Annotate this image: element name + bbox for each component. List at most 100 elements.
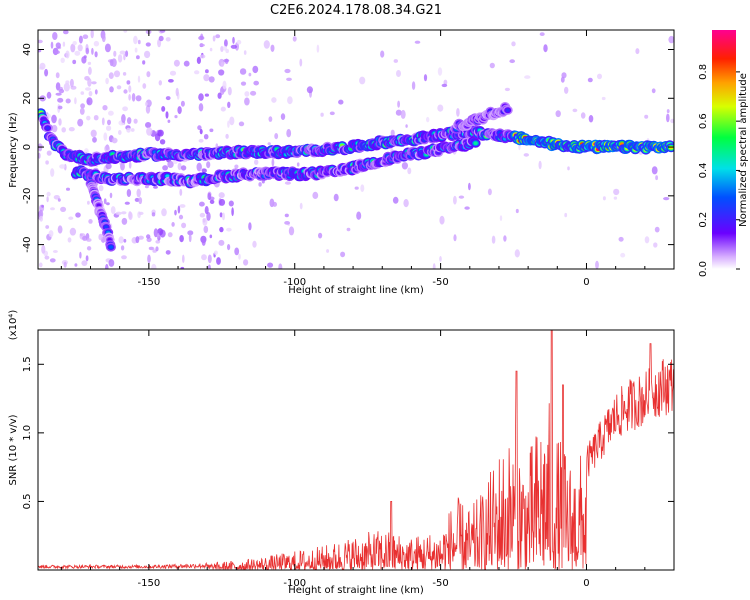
heatmap-noise [222,80,227,90]
heatmap-noise [207,192,212,200]
heatmap-noise [238,253,241,260]
heatmap-noise [203,225,209,234]
heatmap-noise [653,242,658,248]
heatmap-noise [127,117,132,125]
heatmap-noise [38,152,41,159]
snr-scale-label: (x10⁴) [8,310,19,341]
heatmap-noise [651,166,658,175]
heatmap-noise [602,196,606,201]
heatmap-noise [212,35,216,42]
heatmap-noise [199,128,203,135]
heatmap-noise [122,72,127,76]
heatmap-noise [644,236,650,244]
heatmap-noise [182,254,185,263]
heatmap-noise [588,115,594,123]
heatmap-noise [499,215,503,222]
heatmap-noise [84,76,90,81]
heatmap-noise [69,227,77,236]
heatmap-noise [102,105,108,111]
heatmap-noise [333,193,339,202]
heatmap-noise [203,74,210,82]
heatmap-noise [137,75,141,83]
heatmap-noise [159,30,166,33]
heatmap-noise [204,206,209,215]
heatmap-noise [142,60,146,65]
heatmap-noise [80,91,85,95]
heatmap-noise [123,89,128,94]
heatmap-noise [46,196,49,203]
heatmap-noise [67,237,72,243]
heatmap-noise [239,68,247,75]
heatmap-noise [109,192,113,199]
heatmap-noise [572,108,578,113]
heatmap-noise [51,114,57,124]
heatmap-noise [464,206,470,210]
heatmap-noise [81,260,88,266]
heatmap-noise [231,207,234,217]
heatmap-noise [426,116,430,123]
heatmap-noise [580,112,586,119]
heatmap-noise [213,250,218,256]
heatmap-noise [468,182,471,191]
heatmap-noise [66,187,70,191]
heatmap-noise [405,124,408,128]
heatmap-noise [78,35,83,44]
heatmap-noise [284,221,290,225]
heatmap-noise [620,252,626,258]
heatmap-noise [180,100,185,107]
heatmap-noise [121,255,127,260]
heatmap-noise [74,97,77,105]
heatmap-noise [107,119,111,126]
heatmap-noise [252,240,257,248]
heatmap-noise [120,162,125,171]
heatmap-noise [161,208,167,217]
heatmap-noise [98,185,104,192]
x-tick-label: -50 [432,277,448,288]
heatmap-noise [234,247,240,256]
heatmap-noise [144,50,151,59]
heatmap-noise [248,72,252,77]
heatmap-noise [38,39,43,44]
heatmap-noise [312,191,319,199]
heatmap-noise [74,263,78,267]
heatmap-noise [509,59,515,64]
heatmap-noise [224,39,228,47]
heatmap-noise [220,46,224,52]
heatmap-noise [41,204,44,208]
heatmap-noise [252,65,259,74]
heatmap-noise [94,89,98,95]
heatmap-noise [45,225,50,229]
heatmap-noise [136,188,141,198]
heatmap-noise [92,136,97,143]
y-tick-label: 0 [22,144,33,150]
y-tick-label: 0.5 [22,493,33,509]
heatmap-noise [296,162,300,167]
heatmap-noise [65,80,70,85]
heatmap-noise [613,196,618,200]
heatmap-noise [128,85,132,93]
colorbar-tick-label: 0.4 [698,162,709,178]
heatmap-noise [123,30,128,33]
heatmap-noise [168,79,174,83]
x-tick-label: -150 [138,578,161,589]
heatmap-noise [72,41,77,46]
heatmap-noise [128,161,132,169]
heatmap-noise [354,186,359,190]
heatmap-noise [306,86,313,94]
heatmap-noise [157,129,164,137]
heatmap-noise [316,44,320,53]
heatmap-noise [85,87,91,91]
heatmap-noise [49,258,56,263]
heatmap-noise [201,254,207,261]
heatmap-noise [90,30,94,39]
heatmap-noise [396,70,401,77]
heatmap-noise [299,58,303,67]
heatmap-cell [96,203,101,208]
heatmap-noise [87,200,90,205]
heatmap-noise [75,212,81,218]
heatmap-noise [86,97,93,106]
snr-axes: -150 -100 -50 0 0.5 1.0 1.5 [22,330,675,589]
heatmap-noise [227,101,231,109]
y-tick-label: 1.5 [22,356,33,372]
heatmap-noise [199,43,205,47]
